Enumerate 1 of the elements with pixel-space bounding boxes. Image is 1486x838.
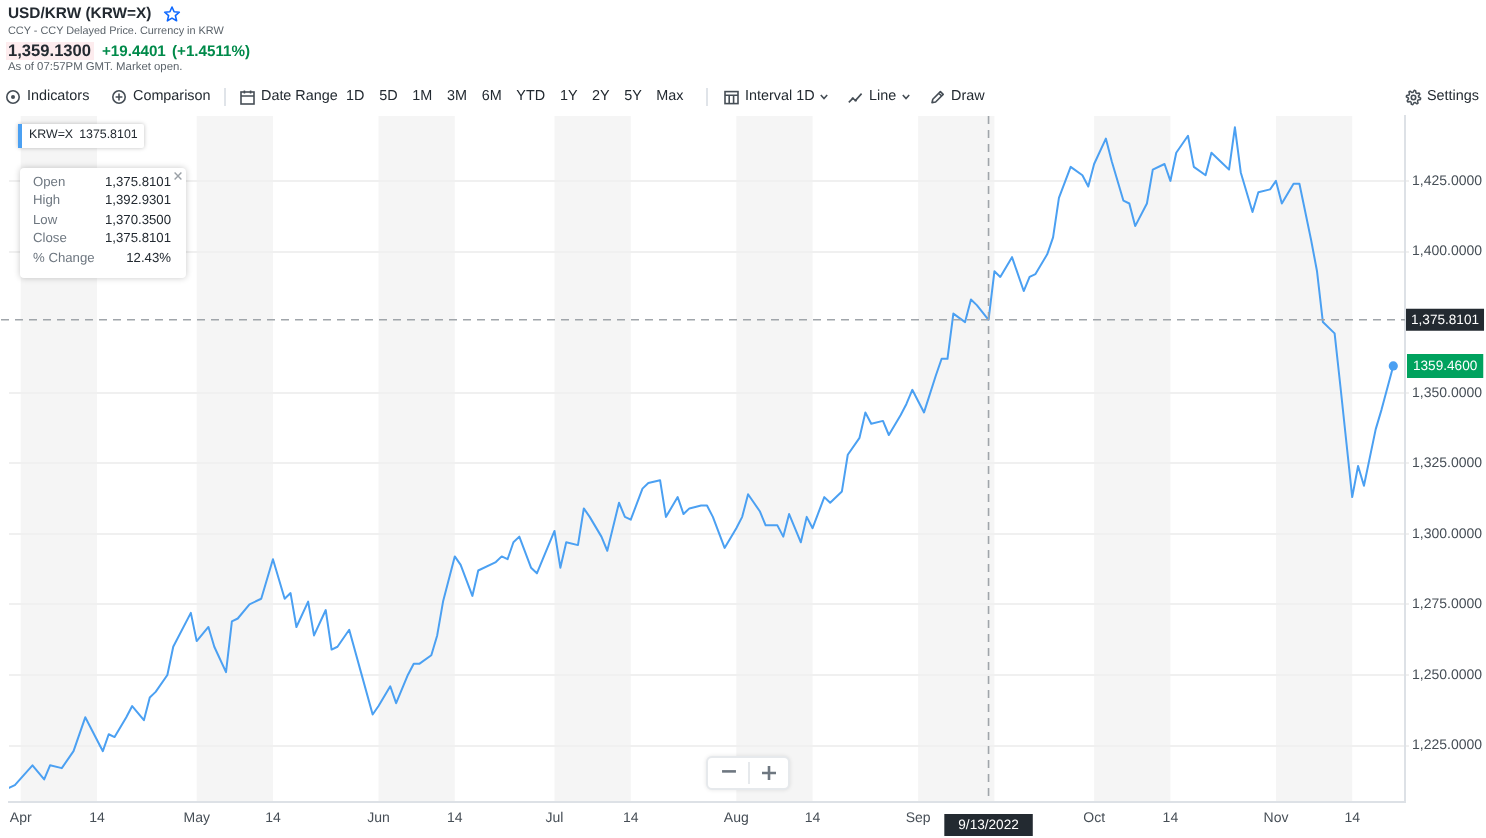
text: 1,359.1300	[6, 40, 94, 61]
